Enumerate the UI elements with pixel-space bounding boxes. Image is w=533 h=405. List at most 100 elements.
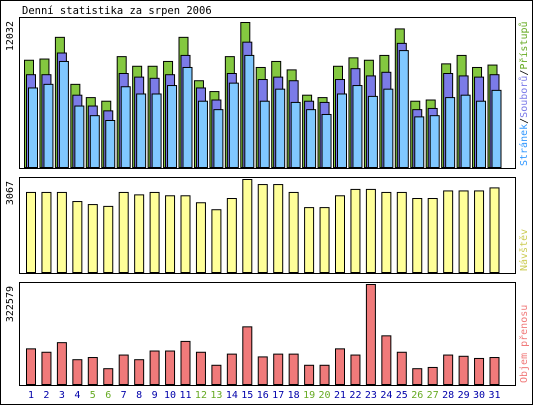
bar-Objem přenosu-day-6 bbox=[103, 368, 114, 385]
day-label-21: 21 bbox=[334, 390, 346, 401]
bar-Návštěv-day-30 bbox=[474, 190, 485, 273]
panel-frame-2 bbox=[19, 177, 516, 274]
day-label-2: 2 bbox=[43, 390, 49, 401]
day-label-17: 17 bbox=[272, 390, 284, 401]
bar-Návštěv-day-10 bbox=[165, 195, 176, 273]
legend-entry-3: / bbox=[519, 70, 530, 76]
bar-Stránek-day-24 bbox=[383, 88, 394, 168]
bar-Návštěv-day-13 bbox=[211, 209, 222, 274]
chart-title: Denní statistika za srpen 2006 bbox=[22, 5, 212, 17]
bar-Objem přenosu-day-10 bbox=[165, 350, 176, 386]
bar-Stránek-day-8 bbox=[136, 93, 147, 168]
bar-Návštěv-day-9 bbox=[149, 191, 160, 273]
bar-Stránek-day-26 bbox=[414, 116, 425, 168]
bar-Objem přenosu-day-18 bbox=[288, 353, 299, 385]
bar-Objem přenosu-day-9 bbox=[149, 350, 160, 386]
bar-Návštěv-day-7 bbox=[118, 191, 129, 273]
day-label-1: 1 bbox=[28, 390, 34, 401]
bar-Objem přenosu-day-13 bbox=[211, 364, 222, 386]
day-label-3: 3 bbox=[59, 390, 65, 401]
bar-Stránek-day-23 bbox=[367, 95, 378, 168]
bar-Stránek-day-18 bbox=[290, 101, 301, 168]
bar-Stránek-day-6 bbox=[105, 120, 116, 169]
chart-text: 120323067322579Stránek/Souborů/PřístupůN… bbox=[5, 21, 530, 401]
day-label-13: 13 bbox=[210, 390, 222, 401]
bar-Návštěv-day-5 bbox=[87, 204, 98, 273]
day-label-19: 19 bbox=[303, 390, 315, 401]
legend-panel-2: Návštěv bbox=[518, 229, 530, 271]
bar-Objem přenosu-day-30 bbox=[474, 357, 485, 386]
bar-Návštěv-day-2 bbox=[41, 191, 52, 273]
bar-Objem přenosu-day-16 bbox=[257, 356, 268, 385]
bar-Stránek-day-27 bbox=[429, 115, 440, 168]
bar-Stránek-day-20 bbox=[321, 113, 332, 168]
bar-Objem přenosu-day-24 bbox=[381, 335, 392, 385]
legend-entry-2: Souborů bbox=[518, 76, 530, 118]
bar-Návštěv-day-14 bbox=[226, 198, 237, 273]
bar-Stránek-day-30 bbox=[476, 100, 487, 168]
bar-Návštěv-day-19 bbox=[304, 207, 315, 273]
day-label-31: 31 bbox=[488, 390, 500, 401]
legend-entry-4: Přístupů bbox=[518, 21, 530, 69]
day-label-30: 30 bbox=[473, 390, 485, 401]
bar-Objem přenosu-day-12 bbox=[195, 351, 206, 385]
bar-Stránek-day-21 bbox=[337, 93, 347, 168]
bar-Návštěv-day-11 bbox=[180, 195, 191, 273]
bar-Stránek-day-22 bbox=[352, 85, 363, 168]
bar-Návštěv-day-25 bbox=[396, 191, 407, 273]
day-label-25: 25 bbox=[396, 390, 408, 401]
day-label-24: 24 bbox=[380, 390, 392, 401]
bar-Návštěv-day-3 bbox=[56, 191, 67, 273]
bar-Objem přenosu-day-1 bbox=[26, 348, 36, 386]
bar-Stránek-day-13 bbox=[213, 109, 224, 169]
bar-Stránek-day-29 bbox=[460, 94, 471, 168]
bar-Stránek-day-7 bbox=[120, 86, 131, 168]
bar-Stránek-day-1 bbox=[28, 87, 38, 168]
bar-Objem přenosu-day-3 bbox=[56, 342, 67, 385]
chart-bars bbox=[24, 22, 502, 386]
bar-Objem přenosu-day-7 bbox=[118, 354, 129, 385]
bar-Návštěv-day-15 bbox=[242, 179, 253, 273]
bar-Stránek-day-28 bbox=[445, 97, 456, 168]
day-label-12: 12 bbox=[195, 390, 207, 401]
bar-Stránek-day-15 bbox=[244, 54, 255, 169]
bar-Stránek-day-3 bbox=[58, 60, 69, 168]
bar-Objem přenosu-day-17 bbox=[273, 353, 284, 385]
bar-Návštěv-day-4 bbox=[72, 201, 83, 273]
bar-Stránek-day-14 bbox=[228, 82, 239, 168]
bar-Objem přenosu-day-31 bbox=[489, 357, 500, 386]
bar-Objem přenosu-day-14 bbox=[226, 353, 237, 385]
bar-Stránek-day-17 bbox=[275, 88, 286, 168]
bar-Stránek-day-12 bbox=[197, 100, 208, 168]
bar-Objem přenosu-day-22 bbox=[350, 354, 361, 385]
day-label-11: 11 bbox=[179, 390, 191, 401]
day-label-10: 10 bbox=[164, 390, 176, 401]
day-label-27: 27 bbox=[427, 390, 439, 401]
legend-entry-1: / bbox=[519, 118, 530, 124]
panel-frame-3 bbox=[19, 282, 516, 386]
bar-Návštěv-day-16 bbox=[257, 184, 268, 273]
day-label-8: 8 bbox=[136, 390, 142, 401]
day-label-9: 9 bbox=[152, 390, 158, 401]
bar-Objem přenosu-day-5 bbox=[87, 357, 98, 386]
day-label-4: 4 bbox=[74, 390, 80, 401]
bar-Návštěv-day-24 bbox=[381, 191, 392, 273]
bar-Stránek-day-19 bbox=[306, 109, 317, 169]
bar-Objem přenosu-day-28 bbox=[443, 354, 454, 385]
legend-panel-3: Objem přenosu bbox=[518, 305, 530, 383]
bar-Objem přenosu-day-20 bbox=[319, 364, 330, 386]
panel-frame-1 bbox=[19, 17, 516, 169]
day-label-23: 23 bbox=[365, 390, 377, 401]
bar-Návštěv-day-27 bbox=[427, 198, 438, 273]
y-max-label-2: 3067 bbox=[5, 181, 16, 205]
bar-Objem přenosu-day-25 bbox=[396, 351, 407, 385]
bar-Návštěv-day-26 bbox=[412, 198, 423, 273]
bar-Objem přenosu-day-23 bbox=[365, 284, 376, 385]
bar-Stránek-day-4 bbox=[74, 105, 85, 168]
day-label-7: 7 bbox=[121, 390, 127, 401]
day-label-20: 20 bbox=[319, 390, 331, 401]
bar-Objem přenosu-day-4 bbox=[72, 359, 83, 385]
bar-Návštěv-day-18 bbox=[288, 191, 299, 273]
bar-Stránek-day-25 bbox=[398, 50, 409, 168]
